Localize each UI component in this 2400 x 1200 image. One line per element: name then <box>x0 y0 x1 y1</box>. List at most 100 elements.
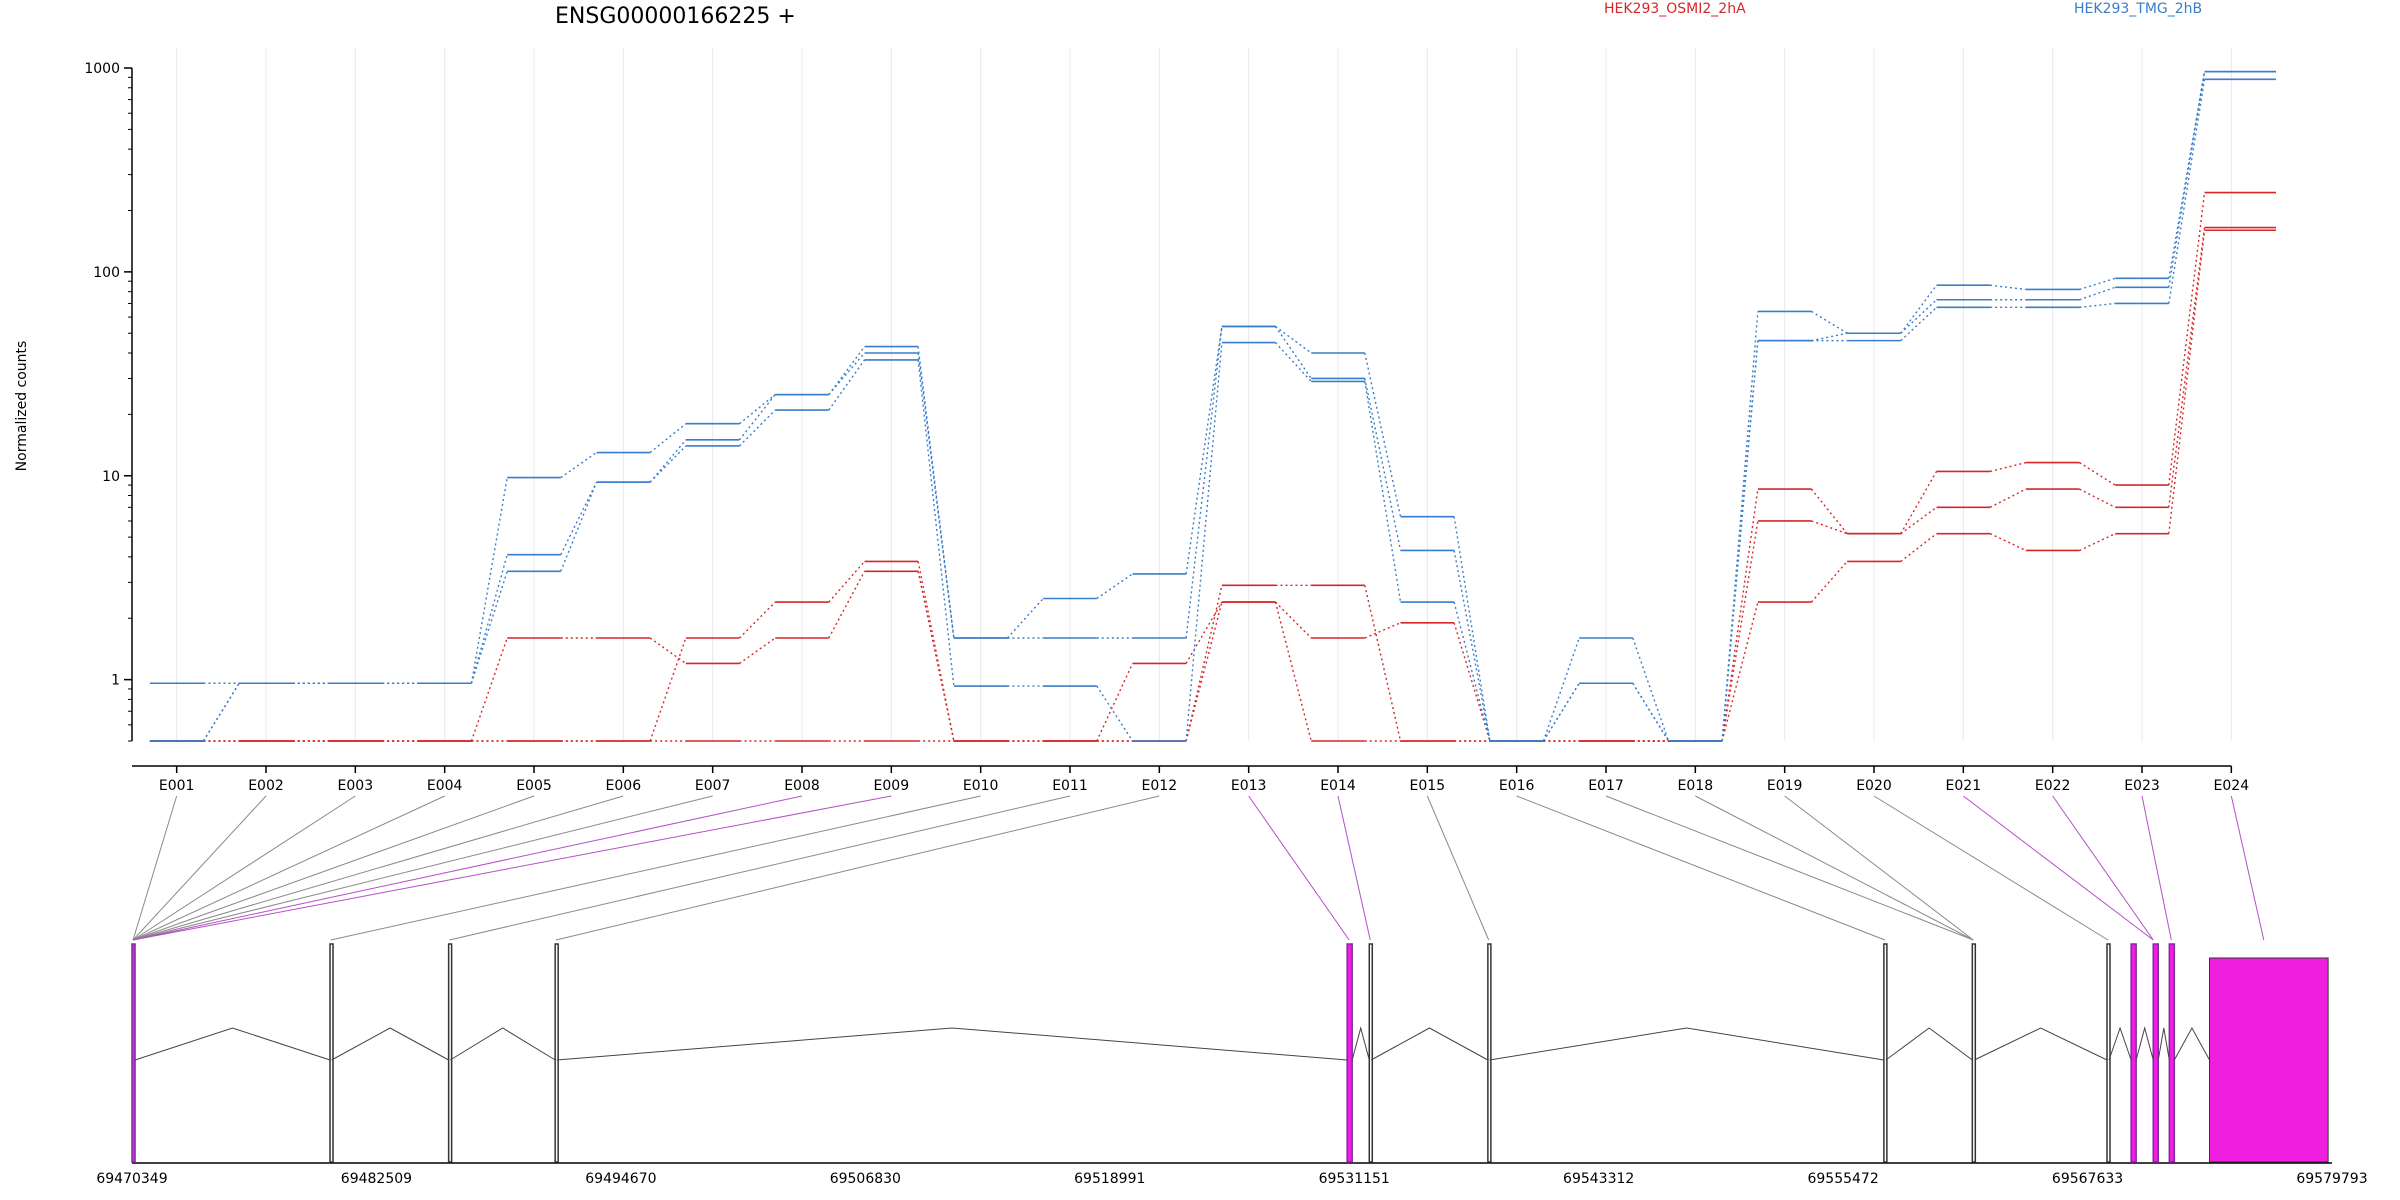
series-connector <box>1811 332 1848 342</box>
chart-title: ENSG00000166225 + <box>555 4 796 29</box>
series-connector <box>2079 302 2116 309</box>
intron-line <box>556 1027 1348 1061</box>
series-connector <box>1453 622 1491 742</box>
series-lines <box>149 70 2276 742</box>
x-tick-label: E001 <box>159 778 195 794</box>
y-tick-label: 1000 <box>84 61 120 77</box>
x-tick-label: E014 <box>1320 778 1356 794</box>
series-connector <box>1275 325 1312 354</box>
x-tick-label: E007 <box>695 778 731 794</box>
intron-line <box>1974 1027 2108 1061</box>
series-connector <box>1096 573 1133 600</box>
series-connector <box>828 570 866 639</box>
mapping-line <box>1963 795 2154 941</box>
mapping-line <box>132 795 445 941</box>
intron-line <box>134 1027 331 1061</box>
intron-line <box>1489 1027 1884 1061</box>
intron-line <box>2108 1026 2132 1061</box>
series-connector <box>828 560 866 603</box>
intron-line <box>449 1027 556 1061</box>
intron-line <box>331 1027 449 1061</box>
series-connector <box>1185 342 1223 742</box>
series-connector <box>1721 489 1759 742</box>
genome-tick-label: 69518991 <box>1074 1171 1145 1187</box>
exon-block <box>131 943 136 1163</box>
series-connector <box>1900 299 1938 334</box>
genome-tick-label: 69470349 <box>96 1171 167 1187</box>
series-connector <box>1542 682 1580 742</box>
exon-block <box>447 943 453 1163</box>
series-connector <box>917 346 955 639</box>
series-connector <box>1810 488 1848 535</box>
series-connector <box>1721 520 1759 742</box>
legend-entry-osmi2: HEK293_OSMI2_2hA <box>1604 1 1746 17</box>
series-connector <box>828 359 866 411</box>
y-tick-label: 1 <box>111 673 120 689</box>
series-connector <box>202 682 240 742</box>
series-connector <box>649 445 687 483</box>
series-connector <box>1274 601 1312 639</box>
genome-tick-label: 69543312 <box>1563 1171 1634 1187</box>
x-tick-label: E013 <box>1231 778 1267 794</box>
series-connector <box>2168 71 2206 288</box>
series-connector <box>2168 192 2206 486</box>
series-connector <box>1721 601 1759 742</box>
x-tick-label: E009 <box>874 778 910 794</box>
genome-tick-label: 69482509 <box>341 1171 412 1187</box>
series-connector <box>470 554 508 684</box>
exon-block <box>2106 943 2111 1163</box>
exon-block <box>554 943 559 1163</box>
x-tick-label: E021 <box>1946 778 1982 794</box>
x-tick-label: E012 <box>1142 778 1178 794</box>
series-connector <box>1542 637 1580 742</box>
mapping-line <box>2230 795 2265 941</box>
series-connector <box>738 409 776 447</box>
mapping-line <box>1516 795 1886 941</box>
x-tick-label: E005 <box>516 778 552 794</box>
mapping-line <box>132 795 624 941</box>
x-tick-label: E006 <box>606 778 642 794</box>
exon-block <box>1971 943 1977 1163</box>
series-connector <box>1364 381 1402 603</box>
mapping-line <box>1695 795 1974 941</box>
series-3 <box>149 191 2276 742</box>
mapping-line <box>1337 795 1371 941</box>
grid <box>176 48 2232 741</box>
mapping-line <box>132 795 356 941</box>
series-connector <box>2079 286 2116 301</box>
mapping-line <box>1873 795 2109 941</box>
x-tick-label: E008 <box>784 778 820 794</box>
series-connector <box>1364 585 1402 742</box>
series-connector <box>2168 227 2206 508</box>
mapping-line <box>1784 795 1974 941</box>
y-tick-label: 100 <box>93 265 120 281</box>
series-connector <box>2079 488 2116 508</box>
series-connector <box>1990 284 2026 291</box>
x-tick-label: E018 <box>1678 778 1714 794</box>
intron-line <box>2173 1026 2210 1061</box>
genome-tick-label: 69555472 <box>1807 1171 1878 1187</box>
series-connector <box>470 637 508 742</box>
series-connector <box>1185 326 1223 575</box>
series-6 <box>149 70 2276 742</box>
genome-tick-label: 69494670 <box>585 1171 656 1187</box>
axes: 1 10 100 1000 E001 E002 E003 E004 E005 E006 E007 E0… <box>84 61 2367 1187</box>
x-tick-label: E011 <box>1052 778 1088 794</box>
series-connector <box>2079 277 2116 291</box>
series-connector <box>739 394 776 425</box>
mapping-line <box>449 795 1071 941</box>
mapping-line <box>132 795 713 941</box>
series-connector <box>560 481 598 572</box>
exon-block <box>1883 943 1888 1163</box>
series-connector <box>1721 311 1759 742</box>
mapping-line <box>1426 795 1490 941</box>
series-connector <box>1632 637 1670 742</box>
exon-mapping-lines <box>132 795 2265 941</box>
exon-block <box>2168 943 2176 1163</box>
series-connector <box>917 571 955 742</box>
mapping-line <box>1248 795 1350 941</box>
exon-block <box>2130 943 2137 1163</box>
series-connector <box>1900 506 1937 535</box>
exon-block <box>1346 943 1353 1163</box>
genome-tick-label: 69531151 <box>1319 1171 1390 1187</box>
